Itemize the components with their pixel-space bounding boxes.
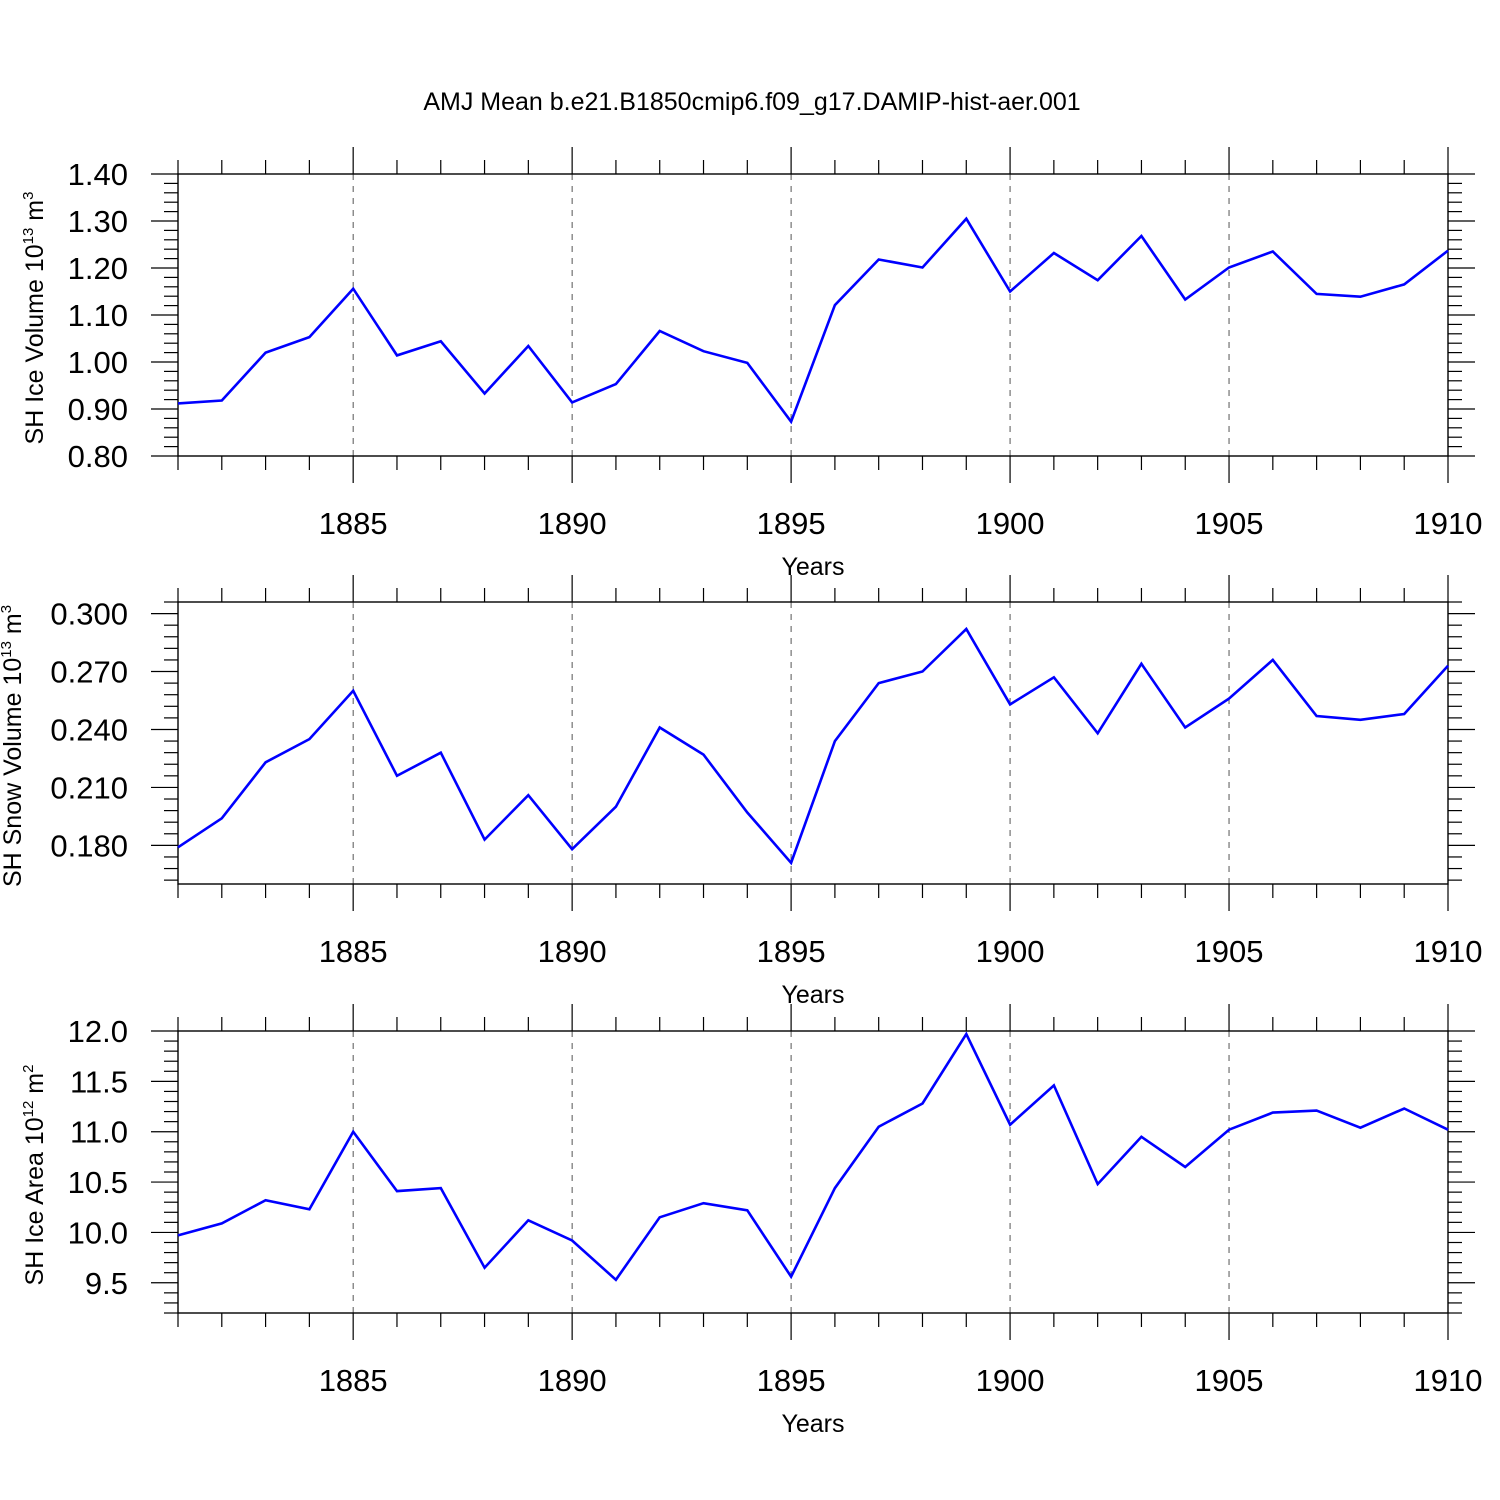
x-axis-title: Years xyxy=(781,981,844,1009)
x-tick-label: 1905 xyxy=(1195,506,1264,541)
x-axis-title: Years xyxy=(781,1410,844,1438)
x-tick-label: 1895 xyxy=(757,506,826,541)
y-tick-label: 11.0 xyxy=(70,1115,128,1150)
x-tick-label: 1890 xyxy=(538,506,607,541)
x-tick-label: 1895 xyxy=(757,934,826,969)
y-tick-label: 0.90 xyxy=(68,392,128,427)
y-tick-label: 0.80 xyxy=(68,439,128,474)
x-tick-label: 1890 xyxy=(538,1363,607,1398)
x-axis-title: Years xyxy=(781,553,844,581)
y-axis-title: SH Ice Area 1012 m2 xyxy=(20,1065,49,1286)
x-tick-label: 1900 xyxy=(976,1363,1045,1398)
y-tick-label: 0.300 xyxy=(50,597,128,632)
y-tick-label: 1.00 xyxy=(68,345,128,380)
y-tick-label: 9.5 xyxy=(85,1266,128,1301)
y-axis-title: SH Snow Volume 1013 m3 xyxy=(0,605,27,887)
y-tick-label: 10.0 xyxy=(68,1215,128,1250)
plot-frame xyxy=(177,173,1449,457)
panel-3: 9.5 10.0 10.5 11.0 11.5 12.0 1885 1890 1895 1900 1… xyxy=(20,1004,1482,1438)
series-line xyxy=(177,216,1449,425)
x-tick-label: 1890 xyxy=(538,934,607,969)
x-tick-label: 1900 xyxy=(976,934,1045,969)
x-tick-label: 1885 xyxy=(319,1363,388,1398)
x-tick-label: 1910 xyxy=(1414,506,1483,541)
y-tick-label: 1.10 xyxy=(68,298,128,333)
y-tick-label: 1.20 xyxy=(68,251,128,286)
y-tick-label: 1.30 xyxy=(68,204,128,239)
plot-frame xyxy=(177,601,1449,885)
plot-frame xyxy=(177,1030,1449,1314)
panel-1: 0.80 0.90 1.00 1.10 1.20 1.30 1.40 1885 1890 1895… xyxy=(20,147,1482,581)
y-axis-title: SH Ice Volume 1013 m3 xyxy=(20,192,49,445)
y-tick-label: 0.210 xyxy=(50,770,128,805)
x-tick-label: 1905 xyxy=(1195,1363,1264,1398)
y-tick-label: 0.240 xyxy=(50,712,128,747)
y-tick-label: 1.40 xyxy=(68,157,128,192)
y-tick-label: 0.180 xyxy=(50,828,128,863)
y-tick-label: 0.270 xyxy=(50,655,128,690)
chart-title: AMJ Mean b.e21.B1850cmip6.f09_g17.DAMIP-… xyxy=(423,88,1080,116)
y-tick-label: 12.0 xyxy=(68,1014,128,1049)
series-line xyxy=(177,1031,1449,1282)
x-tick-label: 1905 xyxy=(1195,934,1264,969)
x-tick-label: 1910 xyxy=(1414,934,1483,969)
x-tick-label: 1895 xyxy=(757,1363,826,1398)
y-tick-label: 11.5 xyxy=(70,1064,128,1099)
panel-2: 0.180 0.210 0.240 0.270 0.300 1885 1890 1895 190… xyxy=(0,575,1482,1009)
x-tick-label: 1900 xyxy=(976,506,1045,541)
series-line xyxy=(177,626,1449,866)
y-tick-label: 10.5 xyxy=(68,1165,128,1200)
x-tick-label: 1885 xyxy=(319,934,388,969)
x-tick-label: 1910 xyxy=(1414,1363,1483,1398)
x-tick-label: 1885 xyxy=(319,506,388,541)
